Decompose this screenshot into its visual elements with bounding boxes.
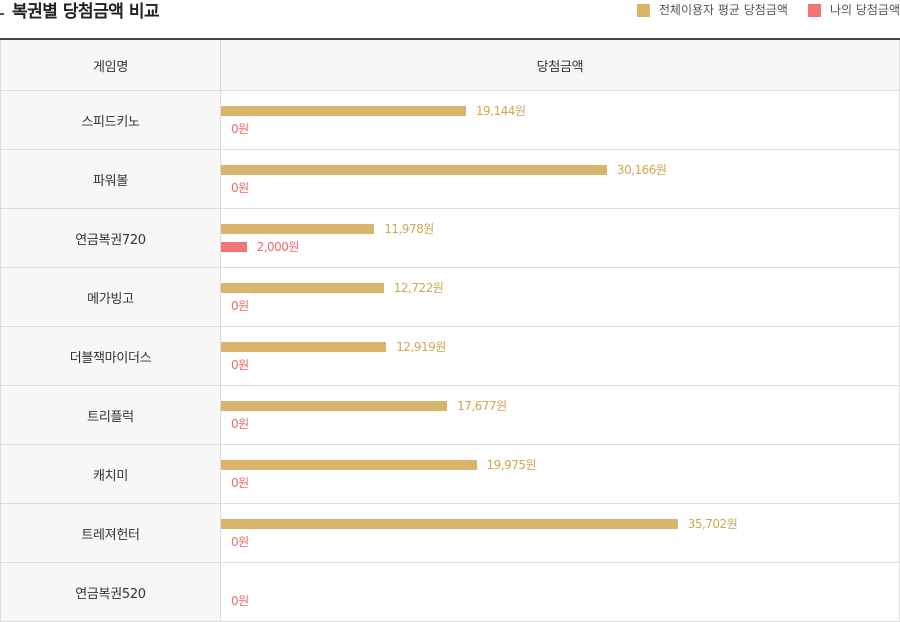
- average-amount-bar: [221, 519, 678, 529]
- title-bullet: [0, 13, 4, 15]
- game-name: 메가빙고: [0, 268, 221, 326]
- average-amount-label: 12,919원: [396, 340, 446, 354]
- game-name: 트레져헌터: [0, 504, 221, 562]
- game-name: 더블잭마이더스: [0, 327, 221, 385]
- legend-item-average: 전체이용자 평균 당첨금액: [636, 2, 788, 18]
- game-name: 트리플럭: [0, 386, 221, 444]
- average-amount-label: 17,677원: [457, 399, 507, 413]
- my-amount-label: 0원: [231, 417, 249, 431]
- legend-label-mine: 나의 당첨금액: [829, 3, 900, 17]
- average-amount-label: 19,975원: [486, 458, 537, 472]
- average-amount-bar: [221, 106, 466, 116]
- table-row: 연금복권720 11,978원 2,000원: [0, 209, 900, 268]
- table-row: 트리플럭 17,677원 0원: [0, 386, 900, 445]
- legend-swatch-mine: [807, 3, 821, 17]
- average-amount-label: 12,722원: [393, 281, 444, 295]
- legend-item-mine: 나의 당첨금액: [807, 2, 900, 18]
- average-amount-bar: [221, 401, 448, 411]
- column-header-game: 게임명: [0, 40, 221, 90]
- my-amount-label: 0원: [231, 181, 249, 195]
- game-name: 파워볼: [0, 150, 221, 208]
- game-name: 연금복권520: [0, 563, 221, 621]
- table-row: 더블잭마이더스 12,919원 0원: [0, 327, 900, 386]
- average-amount-bar: [221, 342, 387, 352]
- my-amount-bar: [221, 242, 247, 252]
- amount-cell: 30,166원 0원: [221, 150, 900, 208]
- game-name: 캐치미: [0, 445, 221, 503]
- legend-swatch-average: [636, 3, 650, 17]
- table-row: 메가빙고 12,722원 0원: [0, 268, 900, 327]
- table-row: 연금복권520 0원: [0, 563, 900, 622]
- amount-cell: 17,677원 0원: [221, 386, 900, 444]
- average-amount-label: 19,144원: [475, 104, 526, 118]
- amount-cell: 35,702원 0원: [221, 504, 900, 562]
- average-amount-bar: [221, 165, 607, 175]
- my-amount-label: 0원: [231, 594, 249, 608]
- table-header-row: 게임명 당첨금액: [0, 40, 900, 91]
- section-title: 복권별 당첨금액 비교: [12, 2, 160, 22]
- average-amount-bar: [221, 283, 384, 293]
- average-amount-bar: [221, 460, 477, 470]
- comparison-table: 게임명 당첨금액 스피드키노 19,144원 0원 파워볼 30,166원 0원 연금복권7…: [0, 38, 900, 622]
- my-amount-label: 0원: [231, 476, 249, 490]
- chart-legend: 전체이용자 평균 당첨금액 나의 당첨금액: [617, 2, 900, 18]
- my-amount-label: 2,000원: [256, 240, 300, 254]
- my-amount-label: 0원: [231, 535, 249, 549]
- table-row: 트레져헌터 35,702원 0원: [0, 504, 900, 563]
- my-amount-label: 0원: [231, 122, 249, 136]
- average-amount-label: 35,702원: [687, 517, 738, 531]
- amount-cell: 0원: [221, 563, 900, 621]
- amount-cell: 19,975원 0원: [221, 445, 900, 503]
- average-amount-label: 30,166원: [616, 163, 667, 177]
- amount-cell: 19,144원 0원: [221, 91, 900, 149]
- my-amount-label: 0원: [231, 299, 249, 313]
- table-row: 스피드키노 19,144원 0원: [0, 91, 900, 150]
- amount-cell: 12,722원 0원: [221, 268, 900, 326]
- game-name: 연금복권720: [0, 209, 221, 267]
- section-header: 복권별 당첨금액 비교 전체이용자 평균 당첨금액 나의 당첨금액: [0, 0, 900, 38]
- amount-cell: 12,919원 0원: [221, 327, 900, 385]
- table-row: 캐치미 19,975원 0원: [0, 445, 900, 504]
- average-amount-bar: [221, 224, 375, 234]
- legend-label-average: 전체이용자 평균 당첨금액: [658, 3, 788, 17]
- amount-cell: 11,978원 2,000원: [221, 209, 900, 267]
- average-amount-label: 11,978원: [384, 222, 434, 236]
- table-row: 파워볼 30,166원 0원: [0, 150, 900, 209]
- game-name: 스피드키노: [0, 91, 221, 149]
- my-amount-label: 0원: [231, 358, 249, 372]
- column-header-amount: 당첨금액: [221, 40, 900, 90]
